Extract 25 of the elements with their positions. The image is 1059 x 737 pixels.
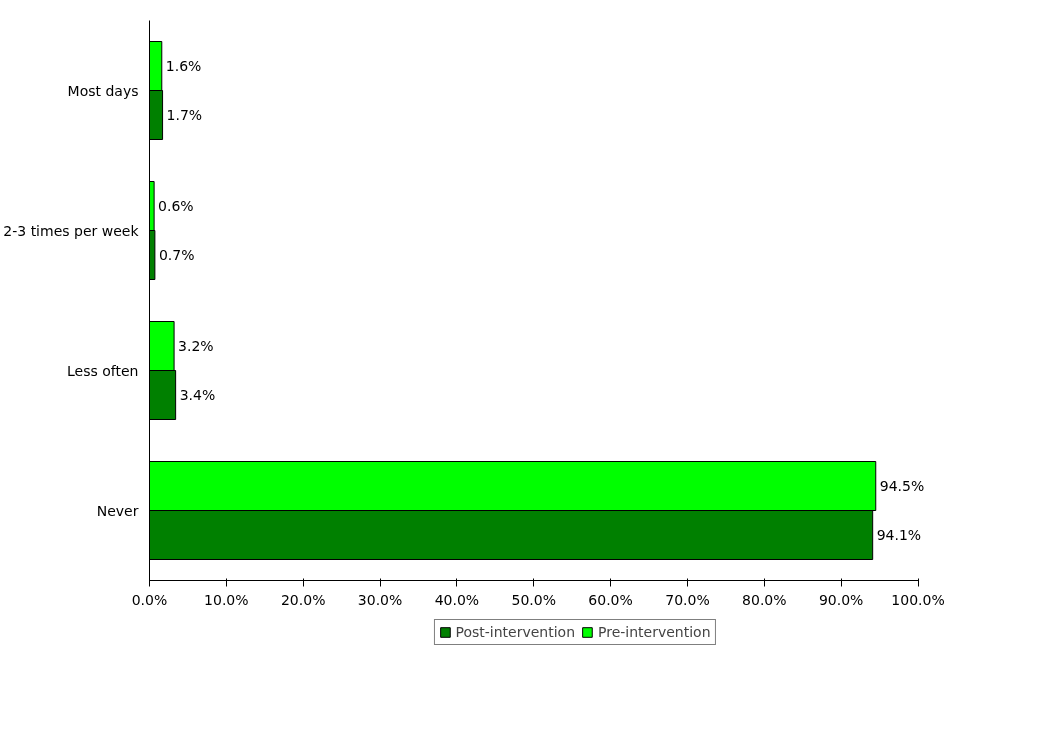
data-label: 0.7% bbox=[158, 247, 195, 263]
data-label: 94.1% bbox=[876, 527, 922, 543]
x-tick-label: 50.0% bbox=[511, 591, 557, 608]
legend-label: Pre-intervention bbox=[598, 624, 711, 640]
data-label: 1.6% bbox=[165, 58, 202, 74]
x-tick-label: 70.0% bbox=[665, 591, 710, 608]
x-tick-label: 100.0% bbox=[891, 591, 945, 608]
data-label: 94.5% bbox=[879, 478, 925, 494]
data-label: 0.6% bbox=[158, 198, 194, 214]
y-tick-label: Most days bbox=[67, 82, 139, 99]
data-label: 3.2% bbox=[178, 338, 214, 354]
x-tick-label: 90.0% bbox=[818, 591, 864, 608]
legend-label: Post-intervention bbox=[455, 624, 576, 640]
x-tick-label: 20.0% bbox=[280, 591, 326, 608]
x-tick-label: 60.0% bbox=[588, 591, 633, 608]
y-tick-label: Never bbox=[96, 502, 139, 519]
y-tick-label: 2-3 times per week bbox=[3, 222, 140, 239]
y-tick-label: Less often bbox=[67, 362, 139, 379]
x-tick-label: 80.0% bbox=[742, 591, 787, 608]
x-tick-label: 30.0% bbox=[357, 591, 403, 608]
x-tick-label: 10.0% bbox=[204, 591, 249, 608]
x-tick-label: 0.0% bbox=[131, 591, 168, 608]
data-label: 3.4% bbox=[179, 387, 216, 403]
data-label: 1.7% bbox=[166, 107, 203, 123]
x-tick-label: 40.0% bbox=[434, 591, 480, 608]
